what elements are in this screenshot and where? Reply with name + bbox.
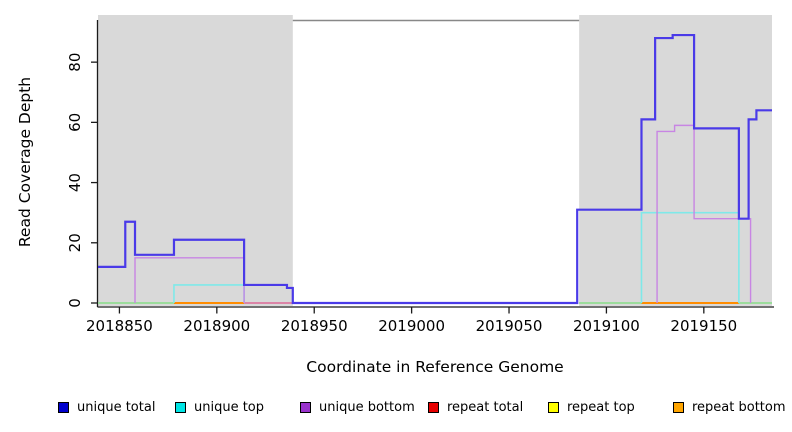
legend-item-unique-bottom: unique bottom xyxy=(300,399,415,415)
legend-item-unique-top: unique top xyxy=(175,399,264,415)
legend-label: repeat total xyxy=(447,399,524,415)
shaded-regions xyxy=(98,15,772,306)
series-unique-total-line xyxy=(98,33,772,305)
legend-swatch xyxy=(175,401,186,413)
legend-label: unique bottom xyxy=(319,399,415,415)
y-tick-label: 0 xyxy=(66,298,84,308)
legend-item-repeat-top: repeat top xyxy=(548,399,635,415)
x-tick-label: 2019150 xyxy=(670,317,737,335)
x-tick-label: 2018950 xyxy=(281,317,348,335)
legend-label: unique total xyxy=(77,399,156,415)
x-tick-label: 2019000 xyxy=(378,317,445,335)
series-unique-top-line xyxy=(640,211,740,303)
y-tick-label: 20 xyxy=(66,233,84,252)
x-axis-title: Coordinate in Reference Genome xyxy=(306,358,563,376)
y-tick-label: 40 xyxy=(66,173,84,192)
left-coverage-region xyxy=(98,15,293,306)
y-axis-title: Read Coverage Depth xyxy=(16,77,34,247)
legend-swatch xyxy=(300,401,311,413)
y-tick-label: 80 xyxy=(66,53,84,72)
right-coverage-region xyxy=(579,15,772,306)
y-tick-label: 60 xyxy=(66,113,84,132)
legend-swatch xyxy=(58,401,69,413)
axes: 2018850 2018900 2018950 2019000 2019050 20191… xyxy=(66,20,774,335)
legend-item-unique-total: unique total xyxy=(58,399,155,415)
legend-swatch xyxy=(428,401,439,413)
data-series xyxy=(98,33,772,305)
x-tick-label: 2019050 xyxy=(476,317,543,335)
legend-item-repeat-total: repeat total xyxy=(428,399,523,415)
legend-label: repeat bottom xyxy=(692,399,786,415)
x-tick-label: 2019100 xyxy=(573,317,640,335)
x-tick-label: 2018850 xyxy=(86,317,153,335)
legend: unique total unique top unique bottom repea… xyxy=(0,399,792,419)
x-tick-label: 2018900 xyxy=(183,317,250,335)
legend-label: unique top xyxy=(194,399,265,415)
legend-label: repeat top xyxy=(567,399,635,415)
legend-item-repeat-bottom: repeat bottom xyxy=(673,399,786,415)
legend-swatch xyxy=(673,401,684,413)
legend-swatch xyxy=(548,401,559,413)
